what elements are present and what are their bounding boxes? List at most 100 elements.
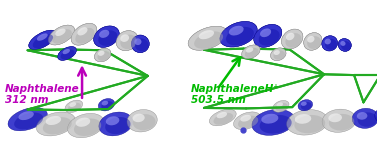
Ellipse shape xyxy=(282,29,303,49)
Ellipse shape xyxy=(271,48,286,61)
Ellipse shape xyxy=(63,49,70,54)
Ellipse shape xyxy=(127,110,157,132)
Ellipse shape xyxy=(98,51,110,61)
Ellipse shape xyxy=(325,39,337,50)
Ellipse shape xyxy=(120,34,129,42)
Ellipse shape xyxy=(188,26,228,50)
Ellipse shape xyxy=(260,29,271,37)
Ellipse shape xyxy=(98,51,104,56)
Ellipse shape xyxy=(307,36,314,43)
Ellipse shape xyxy=(325,39,331,44)
Ellipse shape xyxy=(94,48,111,62)
Ellipse shape xyxy=(357,112,367,120)
Ellipse shape xyxy=(14,113,43,129)
Ellipse shape xyxy=(352,108,378,128)
Ellipse shape xyxy=(58,47,76,60)
Ellipse shape xyxy=(294,115,325,133)
Ellipse shape xyxy=(60,50,74,59)
Ellipse shape xyxy=(98,51,104,56)
Ellipse shape xyxy=(325,39,331,44)
Ellipse shape xyxy=(226,27,254,45)
Ellipse shape xyxy=(194,31,223,49)
Ellipse shape xyxy=(55,29,66,36)
Ellipse shape xyxy=(68,113,104,138)
Ellipse shape xyxy=(98,30,118,46)
Ellipse shape xyxy=(58,47,76,60)
Ellipse shape xyxy=(69,102,76,107)
Ellipse shape xyxy=(322,109,356,132)
Text: NaphthaleneH⁺
503.5 nm: NaphthaleneH⁺ 503.5 nm xyxy=(191,83,280,105)
Ellipse shape xyxy=(120,35,137,49)
Ellipse shape xyxy=(295,114,311,124)
Ellipse shape xyxy=(98,30,118,46)
Ellipse shape xyxy=(260,115,292,134)
Ellipse shape xyxy=(63,49,70,54)
Ellipse shape xyxy=(52,29,72,44)
Ellipse shape xyxy=(229,26,244,36)
Ellipse shape xyxy=(134,38,141,45)
Ellipse shape xyxy=(340,41,345,46)
Ellipse shape xyxy=(48,25,74,45)
Ellipse shape xyxy=(194,31,223,49)
Ellipse shape xyxy=(220,22,257,47)
Ellipse shape xyxy=(199,30,214,39)
Ellipse shape xyxy=(245,48,259,58)
Ellipse shape xyxy=(285,33,301,47)
Ellipse shape xyxy=(301,102,312,110)
Ellipse shape xyxy=(43,117,72,134)
Ellipse shape xyxy=(98,51,110,61)
Ellipse shape xyxy=(322,36,338,51)
Ellipse shape xyxy=(99,30,109,38)
Ellipse shape xyxy=(261,114,278,124)
Ellipse shape xyxy=(246,47,253,53)
Ellipse shape xyxy=(133,114,145,122)
Ellipse shape xyxy=(37,33,48,41)
Ellipse shape xyxy=(76,118,90,127)
Ellipse shape xyxy=(307,36,321,49)
Ellipse shape xyxy=(99,30,109,38)
Ellipse shape xyxy=(328,113,342,122)
Ellipse shape xyxy=(217,112,227,118)
Ellipse shape xyxy=(254,24,282,47)
Ellipse shape xyxy=(37,33,48,41)
Ellipse shape xyxy=(298,100,313,111)
Ellipse shape xyxy=(338,39,351,51)
Ellipse shape xyxy=(329,114,354,131)
Ellipse shape xyxy=(33,34,53,48)
Ellipse shape xyxy=(68,103,81,112)
Ellipse shape xyxy=(325,39,337,50)
Ellipse shape xyxy=(77,27,88,36)
Ellipse shape xyxy=(94,26,119,47)
Ellipse shape xyxy=(135,39,149,51)
Ellipse shape xyxy=(252,109,295,135)
Ellipse shape xyxy=(94,48,111,62)
Ellipse shape xyxy=(220,22,257,47)
Ellipse shape xyxy=(341,41,351,50)
Ellipse shape xyxy=(71,23,97,45)
Ellipse shape xyxy=(304,33,322,50)
Ellipse shape xyxy=(341,41,351,50)
Ellipse shape xyxy=(131,35,149,53)
Ellipse shape xyxy=(273,100,289,112)
Ellipse shape xyxy=(209,109,236,126)
Ellipse shape xyxy=(188,26,228,50)
Ellipse shape xyxy=(65,100,83,112)
Ellipse shape xyxy=(240,115,251,122)
Text: Naphthalene
312 nm: Naphthalene 312 nm xyxy=(5,83,80,105)
Ellipse shape xyxy=(199,30,214,39)
Ellipse shape xyxy=(254,24,282,47)
Ellipse shape xyxy=(135,39,149,51)
Ellipse shape xyxy=(286,33,294,40)
Ellipse shape xyxy=(304,33,322,50)
Ellipse shape xyxy=(273,51,285,60)
Ellipse shape xyxy=(48,25,74,45)
Ellipse shape xyxy=(274,50,280,55)
Ellipse shape xyxy=(301,102,307,106)
Ellipse shape xyxy=(271,48,286,61)
Ellipse shape xyxy=(106,116,119,125)
Ellipse shape xyxy=(260,29,271,37)
Ellipse shape xyxy=(277,103,283,107)
Ellipse shape xyxy=(259,29,280,46)
Ellipse shape xyxy=(75,28,94,44)
Ellipse shape xyxy=(276,103,288,111)
